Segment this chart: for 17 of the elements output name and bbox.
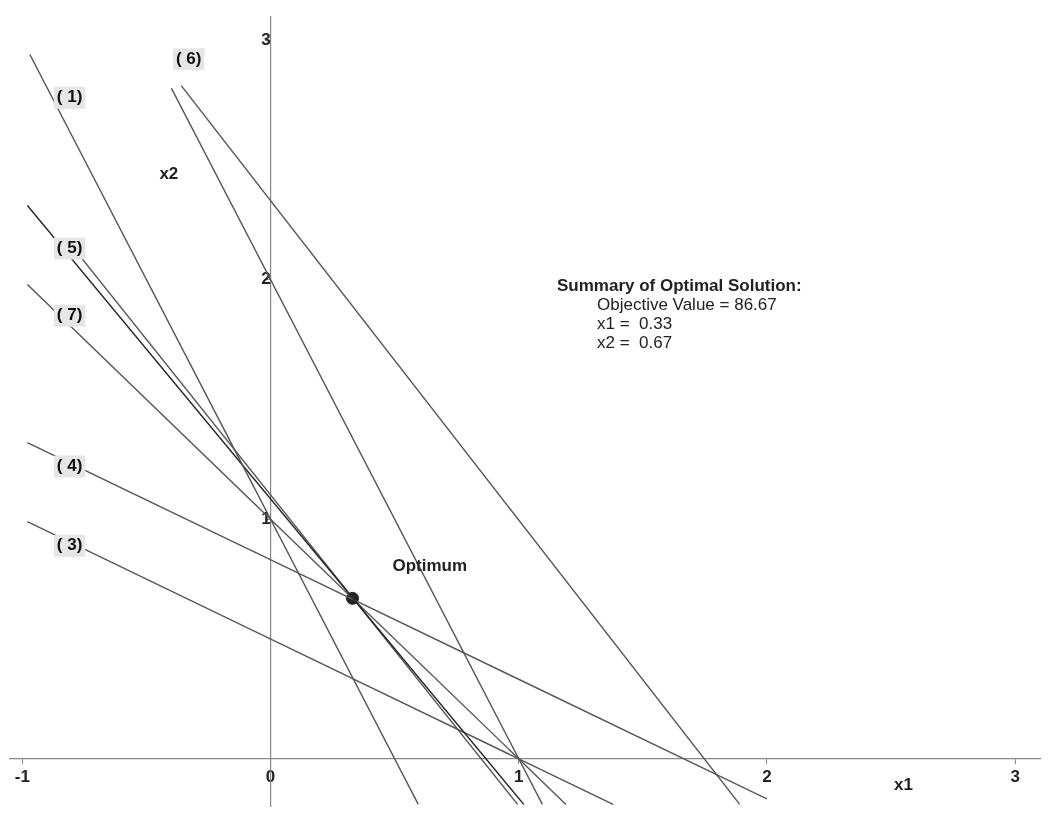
annotation: Summary of Optimal Solution:: [557, 276, 802, 295]
y-tick-label: 3: [261, 29, 271, 49]
x-tick-label: 1: [514, 766, 524, 786]
x-tick-label: -1: [14, 766, 30, 786]
annotation: ( 4): [56, 456, 83, 476]
annotation: ( 7): [56, 305, 83, 325]
y-axis-title: x2: [159, 164, 179, 184]
annotation: x2 = 0.67: [596, 333, 674, 352]
y-tick-label: 2: [261, 269, 271, 289]
annotation: ( 3): [56, 535, 83, 555]
x-axis-title: x1: [894, 774, 913, 794]
annotation: x1 = 0.33: [596, 314, 674, 333]
x-tick-label: 2: [762, 766, 772, 786]
annotation: ( 1): [56, 87, 83, 107]
x-tick-label: 3: [1010, 766, 1020, 786]
annotation: ( 6): [175, 49, 202, 69]
annotation: Objective Value = 86.67: [596, 295, 778, 314]
